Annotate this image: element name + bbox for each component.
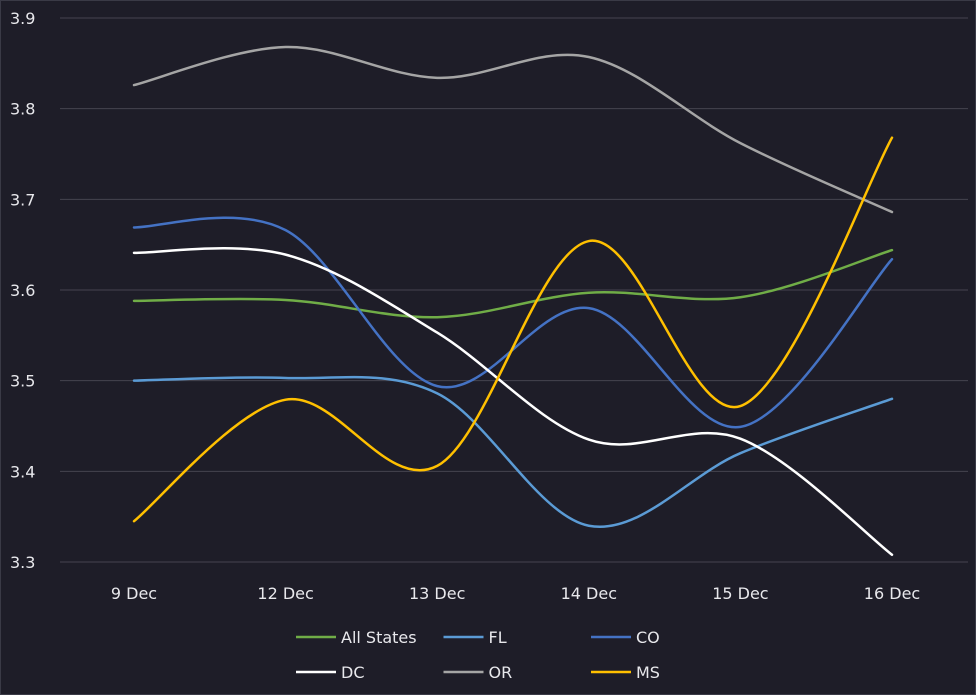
series-line-co [132,216,894,429]
y-tick-label: 3.8 [10,100,35,119]
y-tick-label: 3.4 [10,462,35,481]
x-tick-label: 15 Dec [712,584,768,603]
legend-label-all-states: All States [341,628,417,647]
legend-label-ms: MS [636,663,660,682]
series-line-or [132,45,894,214]
series-line-dc [132,247,894,556]
y-tick-label: 3.6 [10,281,35,300]
x-tick-label: 9 Dec [111,584,157,603]
y-axis-ticks: 3.3 3.4 3.5 3.6 3.7 3.8 3.9 [10,9,35,572]
series-line-fl [132,375,894,529]
y-tick-label: 3.9 [10,9,35,28]
legend-label-co: CO [636,628,660,647]
legend: All States FL CO DC OR MS [296,628,660,682]
series-lines [132,45,894,556]
x-tick-label: 12 Dec [257,584,313,603]
x-tick-label: 14 Dec [561,584,617,603]
series-line-ms [132,136,894,523]
legend-label-or: OR [489,663,513,682]
y-tick-label: 3.3 [10,553,35,572]
y-tick-label: 3.5 [10,372,35,391]
x-axis-ticks: 9 Dec 12 Dec 13 Dec 14 Dec 15 Dec 16 Dec [111,584,920,603]
legend-label-dc: DC [341,663,365,682]
y-tick-label: 3.7 [10,190,35,209]
series-line-all-states [132,248,894,319]
legend-label-fl: FL [489,628,507,647]
x-tick-label: 13 Dec [409,584,465,603]
x-tick-label: 16 Dec [864,584,920,603]
gridlines [60,17,968,563]
